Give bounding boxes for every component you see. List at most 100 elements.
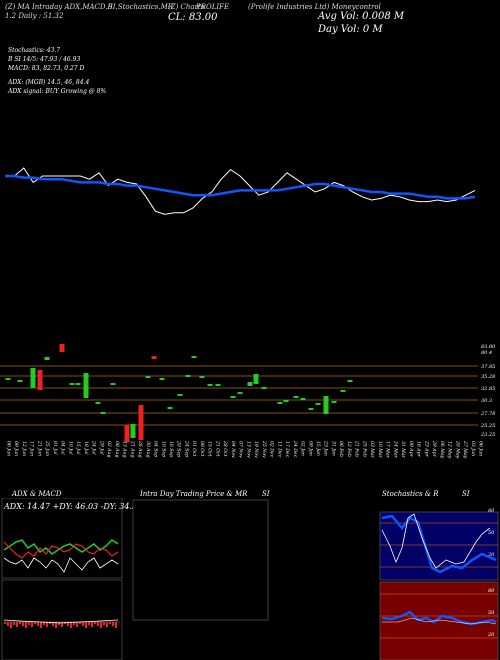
stoch-info: Stochastics: 43.7 [8,47,61,54]
date-tick-label: 21 Jun [37,440,43,456]
date-tick-label: 25 Feb [361,440,367,457]
macd-bar [31,622,33,627]
candle [151,356,157,359]
macd-bar [70,622,72,628]
date-tick-label: 02 Jan [300,441,306,456]
date-tick-label: 26 Aug [137,440,143,458]
date-tick-label: 21 Oct [214,440,220,457]
macd-bar [34,622,36,624]
header-title: (Prolife Industries Ltd) Moneycontrol [248,3,381,11]
candle [237,392,243,394]
candle [300,398,306,400]
rsi-panel [379,581,499,660]
candle [199,376,205,378]
macd-bar [94,622,96,624]
date-tick-label: 08 Aug [114,441,120,458]
candles [5,344,353,442]
candle [130,424,136,438]
date-tick-label: 04 Sep [153,441,159,457]
date-tick-label: 27 May [462,440,468,459]
rsi-signal-line [382,617,497,625]
stoch-tick-80: 80 [488,508,495,514]
macd-line [3,619,119,624]
candle [347,380,353,382]
date-tick-label: 11 Dec [276,441,282,458]
date-tick-label: 23 Apr [423,440,429,458]
date-tick-label: 02 Aug [106,441,112,458]
macd-bar [88,622,90,625]
header-mid-3: PROLIFE [196,3,230,11]
date-tick-label: 06 Jun [478,441,484,456]
price-line [5,167,476,215]
date-tick-label: 12 May [447,441,453,459]
macd-bar [40,622,42,628]
date-tick-label: 29 Jul [98,440,104,455]
date-tick-label: 17 Dec [284,441,290,458]
date-tick-label: 21 Feb [354,440,360,457]
candle [323,396,329,414]
candle [100,412,106,414]
date-tick-label: 17 Mar [385,441,391,459]
candle [124,425,130,442]
date-tick-label: 07 Nov [238,441,244,458]
price-tick-label: 32.85 [481,386,495,392]
date-tick-label: 29 Apr [431,440,437,458]
candle [138,405,144,440]
adx-signal-info: ADX signal: BUY Growing @ 8% [8,88,107,95]
date-tick-label: 09 Jun [13,441,19,456]
candle [185,375,191,377]
date-tick-label: 19 Nov [253,441,259,458]
macd-info: MACD: 83, 82.73, 0.27 D [8,65,85,72]
candle [59,344,65,352]
date-tick-label: 23 Jan [323,440,329,456]
adx-info: ADX: (MGB) 14.5, 46, 84.4 [8,79,90,86]
date-tick-label: 20 Sep [176,440,182,457]
candle [191,356,197,358]
date-tick-label: 09 Jan [307,441,313,456]
candle [5,378,11,380]
date-tick-label: 21 Aug [129,440,135,458]
date-tick-label: 31 Mar [400,441,406,459]
macd-bar [76,622,78,627]
date-tick-label: 06 Feb [338,441,344,457]
date-tick-label: 03 Mar [369,441,375,459]
macd-bar [58,622,60,625]
macd-bar [61,622,63,627]
date-tick-label: 31 Jan [331,441,337,456]
date-tick-label: 28 Oct [222,440,228,457]
bottom-panels: ADX: 14.47 +DY: 46.03 -DY: 34.39 80 50 2… [1,498,499,660]
macd-bar [37,622,39,626]
date-tick-label: 06 May [439,441,445,459]
date-tick-label: 10 Jul [67,441,73,455]
macd-bar [82,622,84,626]
macd-panel [1,579,123,660]
stoch-d-line [381,513,491,569]
candle [340,390,346,392]
day-volume: Day Vol: 0 M [318,24,383,35]
date-tick-label: 01 Jul [52,441,58,455]
date-tick-label: 13 Nov [245,441,251,458]
date-tick-label: 06 Jun [6,441,12,456]
macd-bar [28,622,30,625]
macd-bar [10,622,12,628]
macd-bar [106,622,108,627]
candle [145,376,151,378]
grid-lines [0,365,478,426]
candle [44,357,50,360]
price-tick-label: 23.25 [480,432,495,438]
date-tick-label: 15 Jan [315,441,321,456]
date-tick-label: 02 Dec [269,441,275,458]
date-tick-label: 01 Oct [191,441,197,457]
date-tick-label: 24 Mar [392,440,398,459]
adx-panel [1,498,123,579]
candle [167,407,173,409]
candle [75,383,81,385]
header-mid-2: (Z) Charts [168,3,205,11]
si-info: B SI 14/5: 47.93 / 46.93 [8,56,81,63]
candle [283,400,289,402]
date-tick-label: 15 Oct [207,441,213,457]
date-tick-label: 15 Jul [75,441,81,455]
candle [253,374,259,384]
date-tick-label: 24 Jul [91,440,97,455]
rsi-line [381,610,497,626]
